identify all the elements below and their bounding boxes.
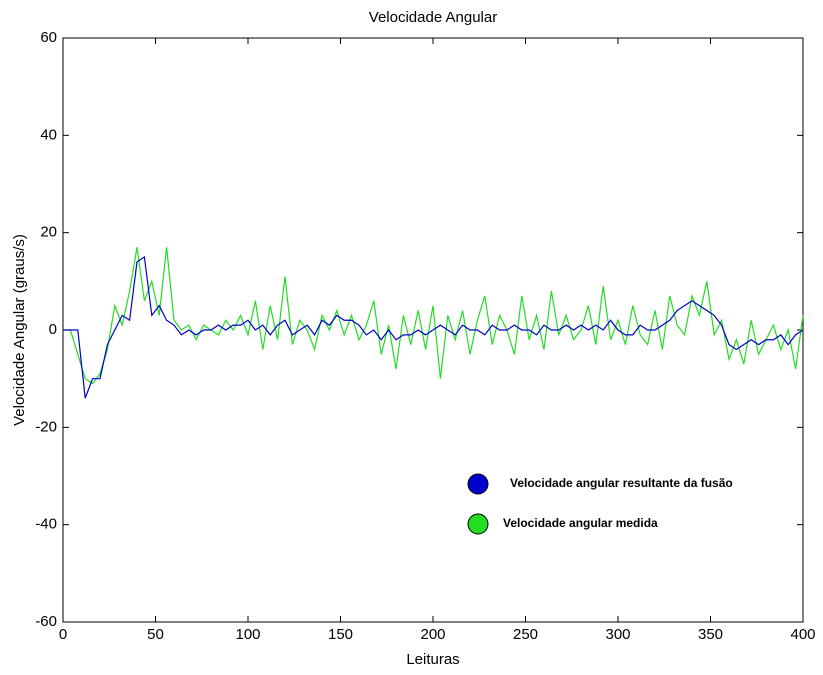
x-tick-label: 200 bbox=[420, 626, 445, 643]
y-tick-label: 0 bbox=[49, 321, 57, 338]
x-tick-label: 400 bbox=[790, 626, 815, 643]
y-tick-label: 60 bbox=[40, 29, 57, 46]
x-tick-label: 0 bbox=[59, 626, 67, 643]
y-tick-label: 40 bbox=[40, 126, 57, 143]
series-line bbox=[63, 255, 804, 399]
x-axis-label: Leituras bbox=[406, 651, 459, 668]
x-tick-label: 50 bbox=[147, 626, 164, 643]
legend-label: Velocidade angular medida bbox=[503, 516, 658, 530]
x-tick-label: 350 bbox=[698, 626, 723, 643]
legend-label: Velocidade angular resultante da fusão bbox=[510, 476, 733, 490]
legend-marker bbox=[467, 473, 489, 495]
y-tick-label: -60 bbox=[35, 613, 57, 630]
series-line bbox=[63, 247, 804, 385]
legend-marker bbox=[467, 513, 489, 535]
x-tick-label: 150 bbox=[328, 626, 353, 643]
y-tick-label: 20 bbox=[40, 224, 57, 241]
y-axis-label: Velocidade Angular (graus/s) bbox=[11, 234, 28, 426]
x-tick-label: 100 bbox=[235, 626, 260, 643]
x-tick-label: 250 bbox=[513, 626, 538, 643]
x-tick-label: 300 bbox=[605, 626, 630, 643]
y-tick-label: -40 bbox=[35, 516, 57, 533]
chart-title: Velocidade Angular bbox=[369, 9, 497, 26]
y-tick-label: -20 bbox=[35, 418, 57, 435]
